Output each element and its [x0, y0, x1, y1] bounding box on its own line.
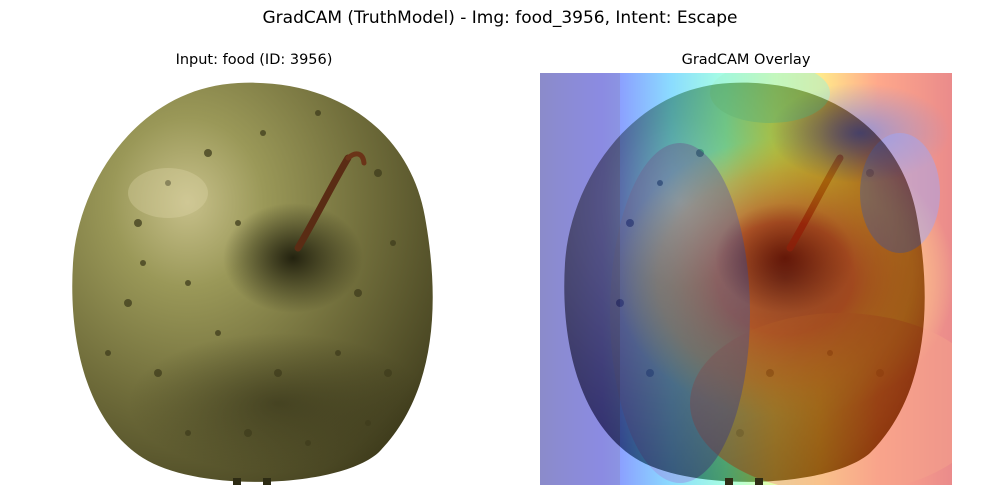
overlay-panel-title: GradCAM Overlay [681, 52, 811, 68]
gradcam-overlay-panel [540, 73, 952, 485]
potato-photo-icon [48, 73, 460, 485]
gradcam-heatmap-icon [540, 73, 952, 485]
input-panel-title: Input: food (ID: 3956) [175, 52, 333, 68]
figure-title: GradCAM (TruthModel) - Img: food_3956, I… [262, 8, 738, 28]
input-image-panel [48, 73, 460, 485]
